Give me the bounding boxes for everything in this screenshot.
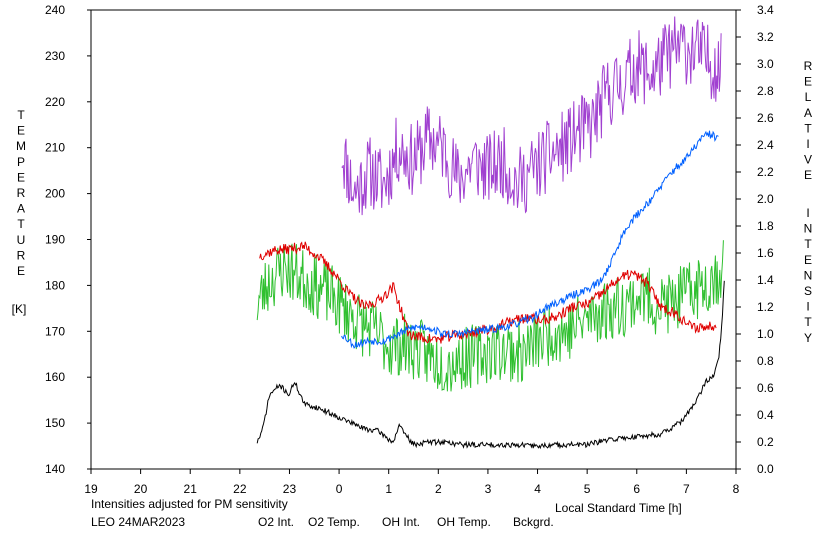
- right-title-letter: T: [804, 237, 812, 251]
- right-tick-label: 3.0: [757, 57, 774, 71]
- left-tick-label: 160: [45, 370, 65, 384]
- right-axis-ticks: 0.0 0.2 0.4 0.6 0.8 1.0 1.2 1.4 1.6 1.8 2.0 2.2 2.4 2…: [736, 3, 774, 476]
- right-tick-label: 1.2: [757, 300, 774, 314]
- legend-item-o2-int: O2 Int.: [258, 515, 294, 529]
- x-tick-label: 1: [385, 482, 392, 496]
- right-tick-label: 1.4: [757, 273, 774, 287]
- right-title-letter: A: [804, 106, 812, 120]
- left-tick-label: 190: [45, 233, 65, 247]
- x-tick-label: 3: [485, 482, 492, 496]
- left-tick-label: 230: [45, 49, 65, 63]
- left-title-letter: T: [17, 108, 25, 122]
- right-title-letter: I: [806, 206, 809, 220]
- left-axis-ticks: 140 150 160 170 180 190 200 210 220 230 240: [45, 3, 91, 476]
- x-tick-label: 0: [336, 482, 343, 496]
- right-title-letter: T: [804, 121, 812, 135]
- left-title-letter: E: [17, 264, 25, 278]
- left-title-letter: R: [17, 186, 26, 200]
- left-title-letter: R: [17, 248, 26, 262]
- o2-int-series-line: [341, 130, 719, 349]
- left-tick-label: 210: [45, 141, 65, 155]
- x-tick-label: 20: [134, 482, 148, 496]
- left-title-letter: A: [17, 202, 25, 216]
- left-unit-label: [K]: [12, 302, 27, 316]
- left-title-letter: E: [17, 170, 25, 184]
- right-tick-label: 2.6: [757, 111, 774, 125]
- left-title-letter: U: [17, 233, 26, 247]
- x-tick-label: 2: [435, 482, 442, 496]
- x-tick-label: 23: [283, 482, 297, 496]
- right-title-letter: N: [804, 222, 813, 236]
- left-tick-label: 180: [45, 278, 65, 292]
- left-tick-label: 220: [45, 95, 65, 109]
- right-title-letter: S: [804, 284, 812, 298]
- x-tick-label: 22: [233, 482, 247, 496]
- right-tick-label: 2.0: [757, 192, 774, 206]
- right-tick-label: 1.8: [757, 219, 774, 233]
- x-tick-label: 21: [184, 482, 198, 496]
- right-tick-label: 0.8: [757, 354, 774, 368]
- right-title-letter: N: [804, 268, 813, 282]
- left-title-letter: P: [17, 155, 25, 169]
- bckgrd-series-line: [256, 280, 725, 450]
- x-tick-label: 6: [633, 482, 640, 496]
- right-title-letter: I: [806, 300, 809, 314]
- right-title-letter: Y: [804, 331, 812, 345]
- right-title-letter: L: [805, 90, 812, 104]
- station-date: LEO 24MAR2023: [91, 515, 185, 529]
- plot-frame: [90, 9, 737, 470]
- right-tick-label: 0.0: [757, 462, 774, 476]
- right-tick-label: 0.2: [757, 435, 774, 449]
- sensitivity-note: Intensities adjusted for PM sensitivity: [91, 497, 288, 511]
- right-tick-label: 2.4: [757, 138, 774, 152]
- legend-item-oh-temp: OH Temp.: [437, 515, 491, 529]
- o2-temp-series-line: [341, 16, 722, 216]
- x-tick-label: 8: [733, 482, 740, 496]
- right-tick-label: 2.2: [757, 165, 774, 179]
- legend: O2 Int. O2 Temp. OH Int. OH Temp. Bckgrd.: [258, 515, 554, 529]
- x-tick-label: 4: [534, 482, 541, 496]
- legend-item-oh-int: OH Int.: [382, 515, 420, 529]
- x-tick-label: 7: [683, 482, 690, 496]
- right-title-letter: I: [806, 137, 809, 151]
- right-title-letter: E: [804, 168, 812, 182]
- right-title-letter: R: [804, 59, 813, 73]
- left-title-letter: M: [16, 139, 26, 153]
- right-title-letter: T: [804, 315, 812, 329]
- right-tick-label: 3.4: [757, 3, 774, 17]
- legend-item-o2-temp: O2 Temp.: [308, 515, 360, 529]
- right-tick-label: 0.6: [757, 381, 774, 395]
- x-tick-label: 5: [584, 482, 591, 496]
- left-tick-label: 170: [45, 324, 65, 338]
- right-tick-label: 1.0: [757, 327, 774, 341]
- left-title-letter: T: [17, 217, 25, 231]
- right-title-letter: E: [804, 253, 812, 267]
- right-tick-label: 1.6: [757, 246, 774, 260]
- right-tick-label: 3.2: [757, 30, 774, 44]
- left-tick-label: 150: [45, 416, 65, 430]
- oh-int-series-line: [259, 241, 717, 344]
- right-tick-label: 0.4: [757, 408, 774, 422]
- x-tick-label: 19: [84, 482, 98, 496]
- x-axis-label: Local Standard Time [h]: [555, 501, 682, 515]
- x-axis-ticks: 19 20 21 22 23 0 1 2 3 4 5 6 7 8: [84, 469, 740, 496]
- left-tick-label: 200: [45, 187, 65, 201]
- right-title-letter: V: [804, 153, 812, 167]
- right-tick-label: 2.8: [757, 84, 774, 98]
- left-tick-label: 240: [45, 3, 65, 17]
- left-title-letter: E: [17, 124, 25, 138]
- series-layer: [256, 16, 725, 450]
- left-tick-label: 140: [45, 462, 65, 476]
- legend-item-bckgrd: Bckgrd.: [513, 515, 554, 529]
- right-title-letter: E: [804, 75, 812, 89]
